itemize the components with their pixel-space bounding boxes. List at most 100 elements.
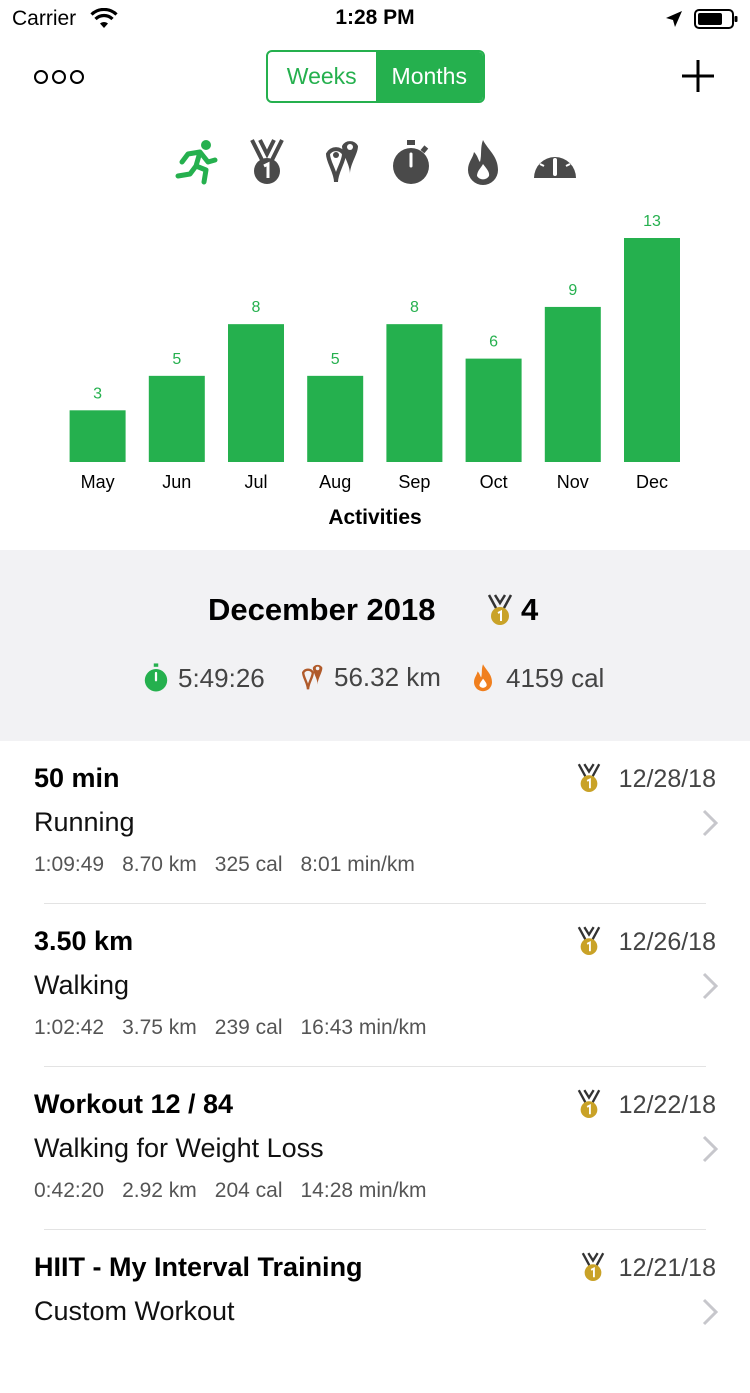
bar-value-label: 9 [568,282,577,299]
x-tick-label: Aug [319,472,351,492]
bar-value-label: 5 [172,351,181,368]
add-activity-button[interactable] [680,58,716,94]
bar-jun[interactable] [148,375,205,462]
activity-pace: 8:01 min/km [300,853,415,876]
stopwatch-icon [144,663,168,692]
activity-duration: 0:42:20 [34,1179,105,1202]
activity-date: 12/26/18 [618,928,716,956]
bar-jul[interactable] [228,324,284,462]
activity-title: Workout 12 / 84 [34,1089,234,1119]
activities-bar-chart: 3 May 5 Jun 8 Jul 5 Aug 8 Sep 6 Oct 9 Nov 13 Dec Activi… [69,213,680,529]
duration-stat: 5:49:26 [142,662,265,694]
activity-title: HIIT - My Interval Training [34,1252,363,1282]
bar-value-label: 13 [643,213,661,230]
activity-calories: 325 cal [214,853,283,876]
summary-stats: 5:49:26 56.32 km 4159 cal [0,662,750,702]
status-bar: Carrier 1:28 PM [0,0,750,40]
battery-icon [694,9,738,29]
x-tick-label: May [81,472,115,492]
bar-value-label: 3 [93,385,102,402]
dot-icon [70,70,84,84]
bar-value-label: 8 [410,299,419,316]
activity-date: 12/22/18 [618,1091,716,1119]
activity-duration: 1:09:49 [34,853,105,876]
row-separator [44,903,706,904]
distance-pin-icon[interactable] [314,138,364,188]
stopwatch-icon[interactable] [386,138,436,188]
x-tick-label: Oct [480,472,508,492]
summary-medal-count: 4 [521,592,539,627]
activity-row[interactable]: Workout 12 / 84 Walking for Weight Loss … [6,1067,744,1230]
distance-value: 56.32 km [334,662,441,692]
speedometer-icon[interactable] [530,138,580,188]
medal-icon[interactable] [242,138,292,188]
bar-aug[interactable] [307,375,364,462]
running-icon[interactable] [170,138,220,188]
activity-date: 12/21/18 [618,1254,716,1282]
activity-type: Custom Workout [34,1296,235,1326]
more-options-button[interactable] [34,68,86,86]
activity-date: 12/28/18 [618,765,716,793]
bar-sep[interactable] [386,324,443,462]
bar-may[interactable] [69,410,126,462]
activity-title: 50 min [34,763,120,793]
bar-value-label: 5 [331,351,340,368]
activity-list: 50 min Running 1:09:49 8.70 km 325 cal 8:01… [6,741,744,1341]
dot-icon [52,70,66,84]
medal-icon [581,1252,605,1281]
clock: 1:28 PM [335,6,415,29]
activity-type: Walking for Weight Loss [34,1133,324,1163]
activity-calories: 239 cal [214,1016,283,1039]
nav-bar: Weeks Months [0,40,750,114]
medal-icon [577,1089,601,1118]
activity-distance: 8.70 km [122,853,197,876]
activity-title: 3.50 km [34,926,134,956]
bar-value-label: 8 [252,299,261,316]
x-tick-label: Jun [162,472,191,492]
chevron-right-icon [702,809,718,837]
activity-meta: 1:02:42 3.75 km 239 cal 16:43 min/km [34,1016,445,1040]
activity-type: Walking [34,970,130,1000]
dot-icon [34,70,48,84]
bar-value-label: 6 [489,334,498,351]
carrier-label: Carrier [12,7,77,30]
bar-nov[interactable] [544,306,601,462]
medal-icon [577,926,601,955]
activity-duration: 1:02:42 [34,1016,105,1039]
bar-dec[interactable] [624,238,680,462]
summary-title: December 2018 [208,592,436,627]
segment-weeks[interactable]: Weeks [286,63,357,89]
month-summary: December 2018 4 5:49:26 56.32 km [0,550,750,741]
distance-stat: 56.32 km [296,662,441,693]
row-separator [44,1066,706,1067]
metric-selector [0,138,750,188]
location-arrow-icon [666,11,682,27]
medal-icon [577,763,601,792]
distance-pin-icon [301,664,323,689]
medal-icon [487,594,513,625]
activity-type: Running [34,807,135,837]
calories-stat: 4159 cal [468,662,604,694]
activity-distance: 3.75 km [122,1016,197,1039]
bar-oct[interactable] [465,358,522,462]
activity-meta: 1:09:49 8.70 km 325 cal 8:01 min/km [34,853,433,877]
x-tick-label: Sep [398,472,430,492]
activity-calories: 204 cal [214,1179,283,1202]
chevron-right-icon [702,972,718,1000]
activity-pace: 14:28 min/km [300,1179,427,1202]
x-tick-label: Jul [244,472,267,492]
activity-row[interactable]: 50 min Running 1:09:49 8.70 km 325 cal 8:01… [6,741,744,904]
segment-months[interactable]: Months [375,52,483,101]
chevron-right-icon [702,1298,718,1326]
chart-xlabel: Activities [328,506,421,529]
activity-meta: 0:42:20 2.92 km 204 cal 14:28 min/km [34,1179,445,1203]
x-tick-label: Dec [636,472,668,492]
row-separator [44,1229,706,1230]
activity-row[interactable]: 3.50 km Walking 1:02:42 3.75 km 239 cal 16:… [6,904,744,1067]
flame-icon[interactable] [458,138,508,188]
calories-value: 4159 cal [506,662,605,693]
x-tick-label: Nov [557,472,589,492]
wifi-icon [90,8,118,28]
activity-row[interactable]: HIIT - My Interval Training Custom Worko… [6,1230,744,1393]
flame-icon [474,664,492,692]
